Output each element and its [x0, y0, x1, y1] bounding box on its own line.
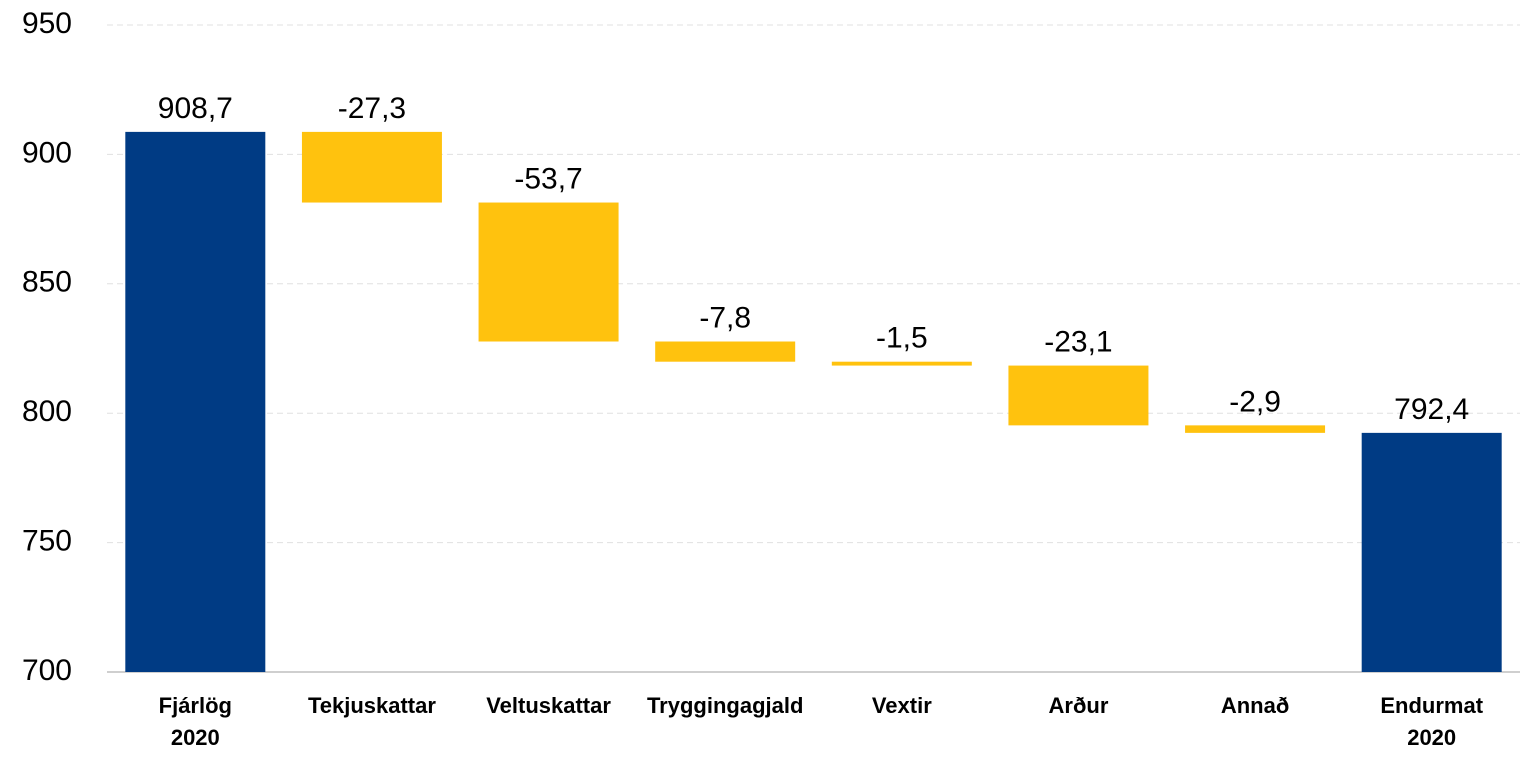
data-label: 792,4	[1394, 393, 1469, 426]
y-tick-label: 800	[22, 395, 72, 428]
y-tick-label: 750	[22, 525, 72, 558]
data-label: -7,8	[699, 301, 751, 334]
bar	[655, 341, 796, 362]
data-label: -2,9	[1229, 385, 1281, 418]
data-label: -1,5	[876, 322, 928, 355]
x-tick-label: Veltuskattar	[486, 693, 611, 718]
bar	[831, 361, 972, 366]
x-tick-label: Tekjuskattar	[307, 693, 436, 718]
y-tick-label: 950	[22, 7, 72, 40]
bar	[478, 202, 619, 342]
y-tick-label: 850	[22, 266, 72, 299]
data-label: -23,1	[1044, 326, 1112, 359]
bar	[125, 131, 266, 672]
x-tick-label: Arður	[1048, 693, 1109, 718]
data-label: 908,7	[158, 92, 233, 125]
bar	[1361, 432, 1502, 672]
data-label: -53,7	[514, 162, 582, 195]
bar	[1185, 425, 1326, 433]
x-tick-label: Endurmat 2020	[1380, 693, 1484, 750]
data-label: -27,3	[338, 92, 406, 125]
y-tick-label: 700	[22, 654, 72, 687]
x-tick-label: Tryggingagjald	[646, 693, 804, 718]
bar	[1008, 365, 1149, 426]
x-tick-label: Annað	[1220, 693, 1290, 718]
x-tick-label: Fjárlög 2020	[158, 693, 232, 750]
y-tick-label: 900	[22, 136, 72, 169]
bar	[301, 131, 442, 203]
x-tick-label: Vextir	[871, 693, 932, 718]
